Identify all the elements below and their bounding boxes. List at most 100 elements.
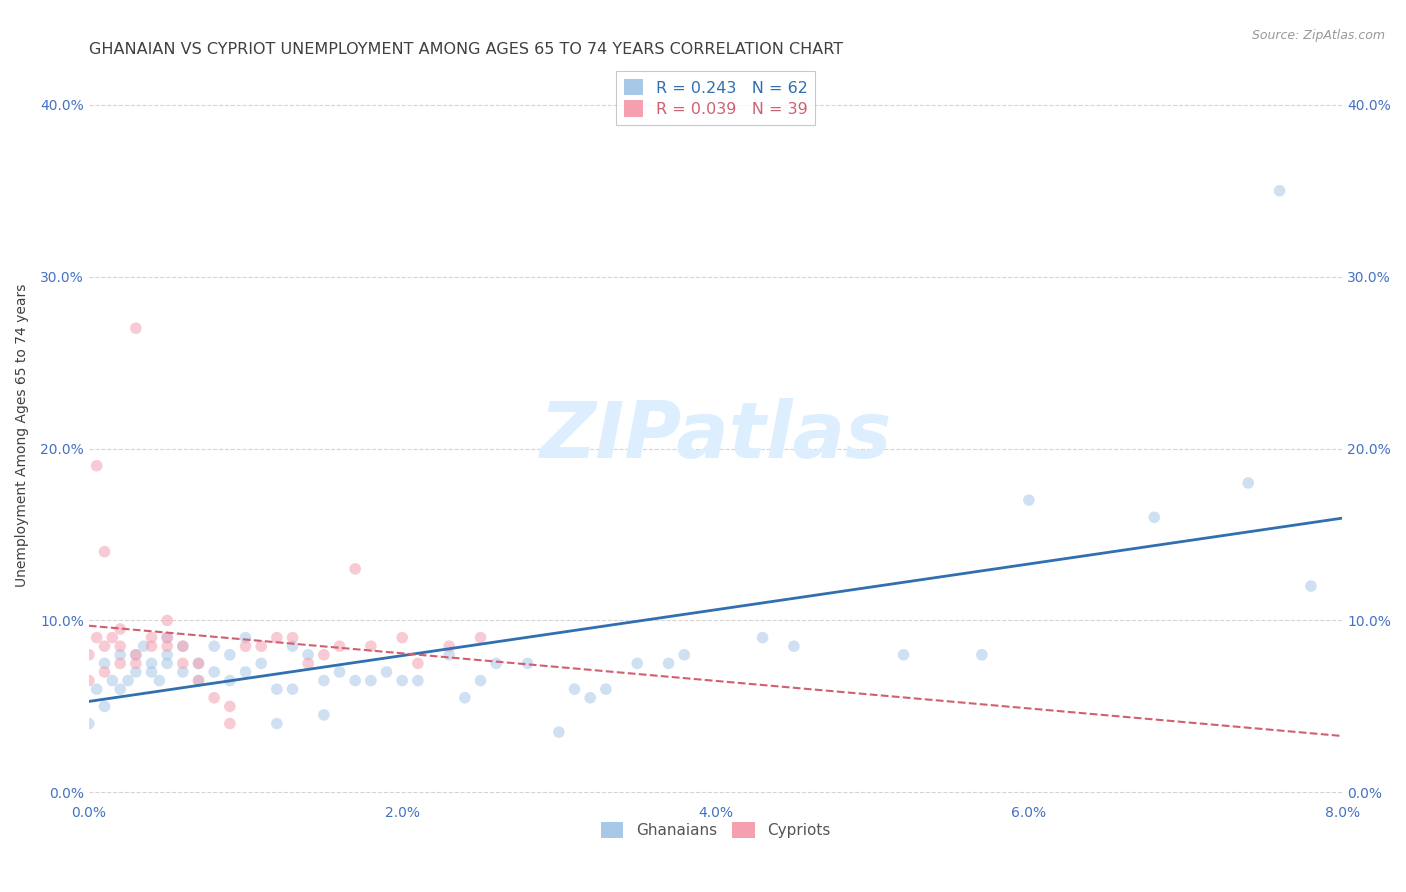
Point — [202, 690, 225, 705]
Point — [312, 648, 335, 662]
Point — [156, 614, 179, 628]
Point — [266, 631, 288, 645]
Point — [281, 639, 304, 653]
Point — [406, 657, 429, 671]
Point — [148, 673, 170, 688]
Point — [579, 690, 602, 705]
Point — [125, 657, 148, 671]
Point — [141, 665, 163, 679]
Point — [595, 682, 617, 697]
Point — [360, 639, 382, 653]
Point — [156, 639, 179, 653]
Point — [141, 631, 163, 645]
Point — [108, 648, 131, 662]
Point — [93, 665, 115, 679]
Point — [673, 648, 696, 662]
Point — [406, 673, 429, 688]
Point — [281, 682, 304, 697]
Point — [187, 657, 209, 671]
Point — [125, 321, 148, 335]
Point — [218, 716, 240, 731]
Point — [125, 665, 148, 679]
Text: GHANAIAN VS CYPRIOT UNEMPLOYMENT AMONG AGES 65 TO 74 YEARS CORRELATION CHART: GHANAIAN VS CYPRIOT UNEMPLOYMENT AMONG A… — [89, 42, 844, 57]
Point — [893, 648, 915, 662]
Point — [235, 639, 257, 653]
Point — [86, 682, 108, 697]
Point — [360, 673, 382, 688]
Point — [172, 639, 194, 653]
Point — [516, 657, 538, 671]
Point — [132, 639, 155, 653]
Point — [454, 690, 477, 705]
Point — [375, 665, 398, 679]
Point — [344, 562, 367, 576]
Point — [93, 699, 115, 714]
Point — [125, 648, 148, 662]
Point — [218, 648, 240, 662]
Point — [1268, 184, 1291, 198]
Text: ZIPatlas: ZIPatlas — [540, 398, 891, 474]
Point — [156, 648, 179, 662]
Point — [172, 657, 194, 671]
Point — [77, 716, 100, 731]
Point — [328, 665, 350, 679]
Point — [344, 673, 367, 688]
Point — [86, 631, 108, 645]
Point — [77, 673, 100, 688]
Point — [1018, 493, 1040, 508]
Point — [312, 708, 335, 723]
Text: Source: ZipAtlas.com: Source: ZipAtlas.com — [1251, 29, 1385, 42]
Point — [1143, 510, 1166, 524]
Point — [86, 458, 108, 473]
Point — [266, 716, 288, 731]
Point — [470, 673, 492, 688]
Point — [297, 657, 319, 671]
Point — [391, 673, 413, 688]
Point — [970, 648, 993, 662]
Point — [470, 631, 492, 645]
Point — [312, 673, 335, 688]
Point — [93, 639, 115, 653]
Point — [187, 657, 209, 671]
Point — [250, 657, 273, 671]
Point — [266, 682, 288, 697]
Point — [125, 648, 148, 662]
Point — [783, 639, 806, 653]
Point — [437, 648, 460, 662]
Point — [626, 657, 648, 671]
Point — [117, 673, 139, 688]
Point — [328, 639, 350, 653]
Point — [1299, 579, 1322, 593]
Point — [235, 631, 257, 645]
Point — [141, 657, 163, 671]
Point — [187, 673, 209, 688]
Point — [218, 699, 240, 714]
Point — [657, 657, 679, 671]
Point — [156, 631, 179, 645]
Point — [437, 639, 460, 653]
Point — [485, 657, 508, 671]
Y-axis label: Unemployment Among Ages 65 to 74 years: Unemployment Among Ages 65 to 74 years — [15, 284, 30, 587]
Point — [751, 631, 773, 645]
Point — [156, 657, 179, 671]
Point — [1237, 475, 1260, 490]
Point — [101, 631, 124, 645]
Point — [156, 631, 179, 645]
Point — [297, 648, 319, 662]
Point — [564, 682, 586, 697]
Point — [141, 639, 163, 653]
Point — [202, 639, 225, 653]
Point — [391, 631, 413, 645]
Point — [77, 648, 100, 662]
Point — [108, 657, 131, 671]
Point — [101, 673, 124, 688]
Point — [108, 622, 131, 636]
Point — [187, 673, 209, 688]
Point — [547, 725, 569, 739]
Point — [93, 544, 115, 558]
Point — [172, 665, 194, 679]
Point — [93, 657, 115, 671]
Point — [235, 665, 257, 679]
Point — [202, 665, 225, 679]
Point — [108, 682, 131, 697]
